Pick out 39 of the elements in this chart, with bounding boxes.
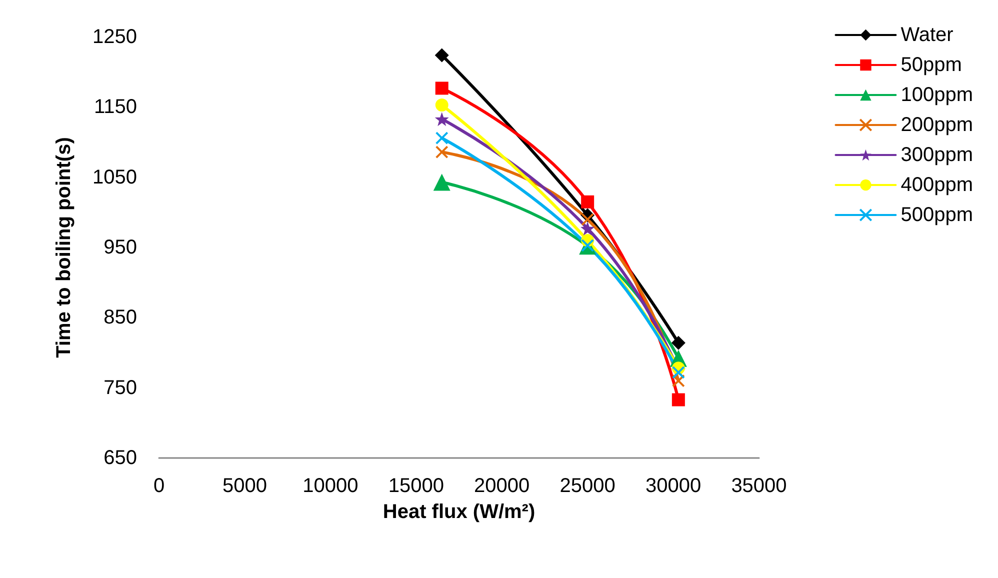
y-tick-label: 1250 (92, 26, 137, 48)
y-tick-label: 1150 (94, 96, 137, 118)
x-tick-label: 15000 (388, 475, 444, 497)
legend-label: Water (900, 24, 954, 46)
x-tick-label: 0 (153, 475, 165, 497)
x-tick-label: 30000 (645, 475, 702, 497)
point (435, 132, 448, 145)
point (433, 174, 450, 191)
y-tick-label: 950 (104, 236, 137, 258)
x-tick-label: 10000 (302, 475, 358, 497)
legend-label: 400ppm (900, 174, 974, 196)
y-tick-label: 750 (104, 376, 137, 399)
x-tick-label: 25000 (560, 475, 616, 497)
x-axis-title: Heat flux (W/m²) (382, 501, 536, 523)
legend-label: 100ppm (900, 84, 974, 106)
y-axis-title: Time to boiling point(s) (53, 137, 75, 358)
y-tick-label: 1050 (92, 166, 137, 188)
point (580, 222, 595, 236)
point (672, 374, 685, 388)
point (435, 98, 448, 112)
legend-label: 500ppm (900, 204, 974, 226)
point (435, 146, 448, 159)
y-tick-label: 650 (104, 447, 137, 469)
point (671, 336, 686, 350)
point (672, 393, 685, 406)
point (581, 195, 594, 208)
x-tick-label: 20000 (474, 475, 530, 497)
legend-label: 50ppm (900, 54, 962, 76)
point (435, 82, 448, 95)
legend-label: 300ppm (900, 144, 974, 166)
point (581, 212, 594, 226)
point (434, 112, 449, 126)
point (672, 366, 685, 379)
x-tick-label: 35000 (731, 475, 787, 497)
point (581, 238, 594, 252)
point (434, 48, 449, 62)
y-tick-label: 850 (104, 306, 137, 329)
x-tick-label: 5000 (222, 475, 267, 497)
legend-label: 200ppm (900, 114, 974, 136)
